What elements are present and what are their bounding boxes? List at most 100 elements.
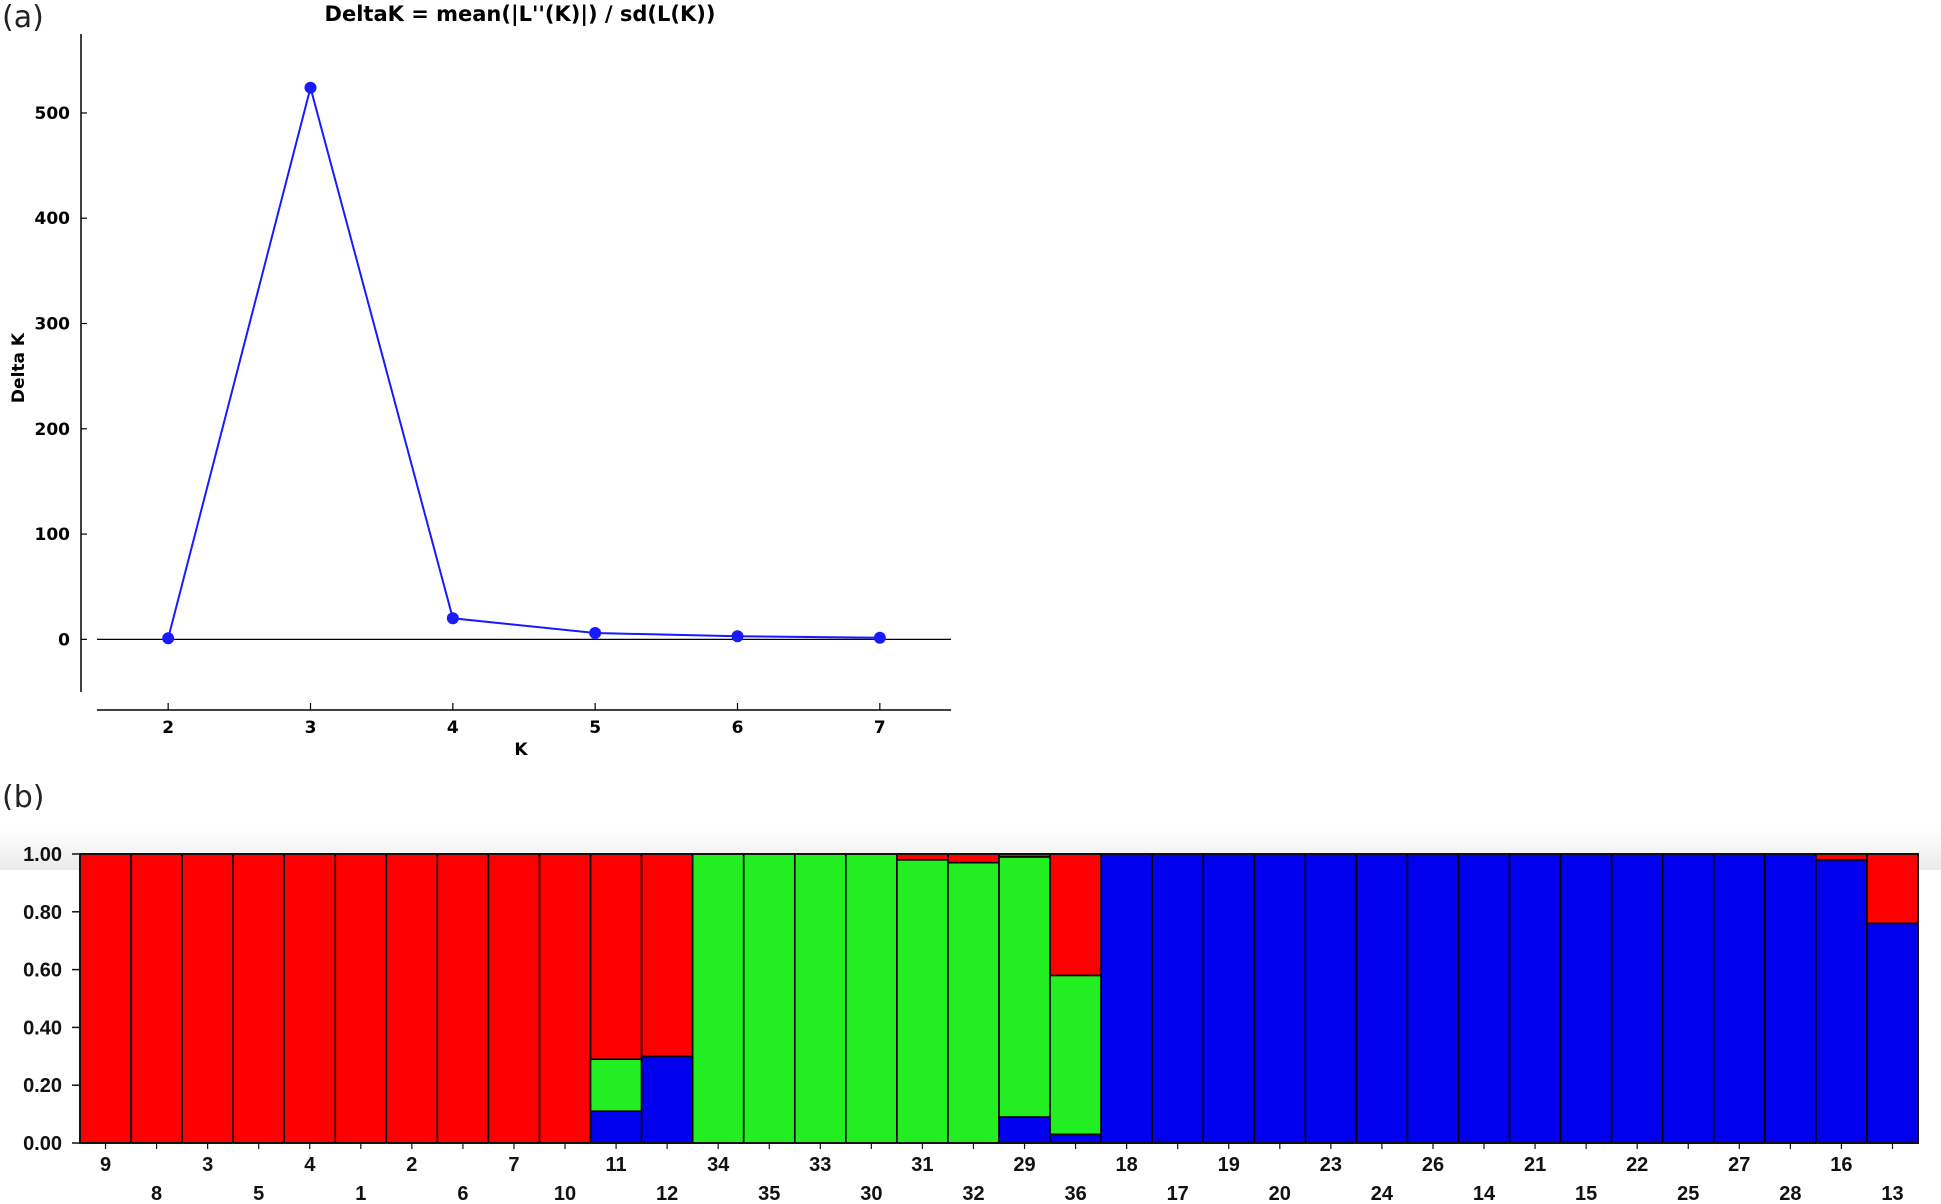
- sample-label: 24: [1371, 1183, 1394, 1204]
- data-point: [731, 630, 744, 643]
- sample-label: 4: [304, 1154, 316, 1176]
- sample-label: 26: [1422, 1154, 1444, 1176]
- delta-k-chart: DeltaK = mean(|L''(K)|) / sd(L(K)) Delta…: [9, 2, 951, 760]
- sample-label: 23: [1320, 1154, 1342, 1176]
- plot-frame: [79, 853, 1919, 1144]
- x-axis-label: K: [514, 740, 528, 760]
- bar-segment: [1457, 853, 1511, 1144]
- sample-label: 36: [1064, 1183, 1086, 1204]
- sample-label: 34: [707, 1154, 730, 1176]
- sample-label: 18: [1116, 1154, 1138, 1176]
- bar-segment: [1559, 853, 1613, 1144]
- bar-segment: [589, 853, 643, 1060]
- bar-segment: [640, 1055, 694, 1144]
- sample-label: 29: [1013, 1154, 1035, 1176]
- bar-segment: [896, 858, 949, 1144]
- y-tick-label: 100: [35, 525, 71, 545]
- x-tick-label: 6: [732, 718, 744, 738]
- bar-segment: [998, 1116, 1051, 1144]
- sample-label: 25: [1677, 1183, 1699, 1204]
- data-point: [589, 627, 602, 640]
- sample-label: 9: [100, 1154, 111, 1176]
- sample-label: 7: [508, 1154, 519, 1176]
- bar-segment: [589, 1058, 643, 1113]
- sample-label: 28: [1779, 1183, 1801, 1204]
- panel-a-label: (a): [2, 0, 44, 35]
- bar-segment: [130, 853, 183, 1144]
- bar-segment: [1049, 853, 1102, 977]
- y-axis-label: Delta K: [9, 332, 29, 403]
- sample-label: 5: [253, 1183, 264, 1204]
- bar-segment: [589, 1110, 643, 1144]
- bar-segment: [1253, 853, 1307, 1144]
- sample-label: 19: [1218, 1154, 1240, 1176]
- bar-segment: [742, 853, 796, 1144]
- sample-label: 12: [656, 1183, 678, 1204]
- sample-label: 22: [1626, 1154, 1648, 1176]
- x-tick-label: 4: [447, 718, 459, 738]
- y-tick-label: 0.80: [23, 902, 62, 924]
- y-tick-label: 500: [35, 104, 71, 124]
- sample-label: 15: [1575, 1183, 1597, 1204]
- sample-label: 27: [1728, 1154, 1750, 1176]
- bar-segment: [538, 853, 592, 1144]
- bar-segment: [691, 853, 745, 1144]
- bar-segment: [334, 853, 388, 1144]
- y-tick-label: 0.20: [23, 1075, 62, 1097]
- sample-label: 6: [457, 1183, 468, 1204]
- bar-segment: [1100, 853, 1153, 1144]
- bar-segment: [947, 853, 1000, 864]
- bar-segment: [487, 853, 541, 1144]
- structure-bar-chart: 0.000.200.400.600.801.00 983541267101112…: [0, 810, 1941, 1204]
- sample-label: 20: [1269, 1183, 1291, 1204]
- bar-segment: [1764, 853, 1817, 1144]
- bar-segment: [1712, 853, 1766, 1144]
- sample-label: 11: [606, 1154, 627, 1176]
- data-point: [304, 81, 317, 94]
- bar-segment: [1866, 853, 1919, 925]
- bar-segment: [1610, 853, 1664, 1144]
- y-tick-label: 200: [35, 420, 71, 440]
- y-tick-label: 400: [35, 209, 71, 229]
- bar-segment: [283, 853, 337, 1144]
- y-tick-label: 0.40: [23, 1017, 62, 1039]
- y-tick-label: 0.60: [23, 960, 62, 982]
- bar-segment: [1661, 853, 1715, 1144]
- bar-segment: [1815, 858, 1868, 1144]
- bar-segment: [998, 856, 1051, 1118]
- x-tick-label: 3: [305, 718, 317, 738]
- chart-title: DeltaK = mean(|L''(K)|) / sd(L(K)): [325, 2, 716, 27]
- sample-label: 1: [355, 1183, 366, 1204]
- bar-segment: [232, 853, 286, 1144]
- bar-segment: [1355, 853, 1409, 1144]
- sample-label: 13: [1881, 1183, 1903, 1204]
- data-point: [162, 632, 175, 645]
- x-tick-label: 2: [162, 718, 174, 738]
- sample-label: 21: [1524, 1154, 1546, 1176]
- sample-label: 30: [860, 1183, 882, 1204]
- sample-label: 3: [202, 1154, 213, 1176]
- bar-segment: [79, 853, 132, 1144]
- sample-label: 14: [1473, 1183, 1496, 1204]
- bar-segment: [793, 853, 847, 1144]
- bar-segment: [947, 861, 1000, 1144]
- sample-label: 31: [911, 1154, 933, 1176]
- bar-segment: [1049, 974, 1102, 1136]
- bar-segment: [845, 853, 898, 1144]
- sample-label: 2: [406, 1154, 417, 1176]
- bar-segment: [1202, 853, 1256, 1144]
- y-tick-label: 1.00: [23, 844, 62, 866]
- bar-segment: [1304, 853, 1358, 1144]
- sample-label: 33: [809, 1154, 831, 1176]
- x-tick-label: 5: [589, 718, 601, 738]
- data-point: [446, 612, 459, 625]
- y-tick-label: 300: [35, 315, 71, 335]
- sample-label: 32: [962, 1183, 984, 1204]
- sample-label: 16: [1830, 1154, 1852, 1176]
- bar-segment: [1151, 853, 1205, 1144]
- sample-label: 8: [151, 1183, 162, 1204]
- y-tick-label: 0: [58, 630, 70, 650]
- x-tick-label: 7: [874, 718, 886, 738]
- bar-segment: [640, 853, 694, 1058]
- bar-segment: [1049, 1133, 1102, 1144]
